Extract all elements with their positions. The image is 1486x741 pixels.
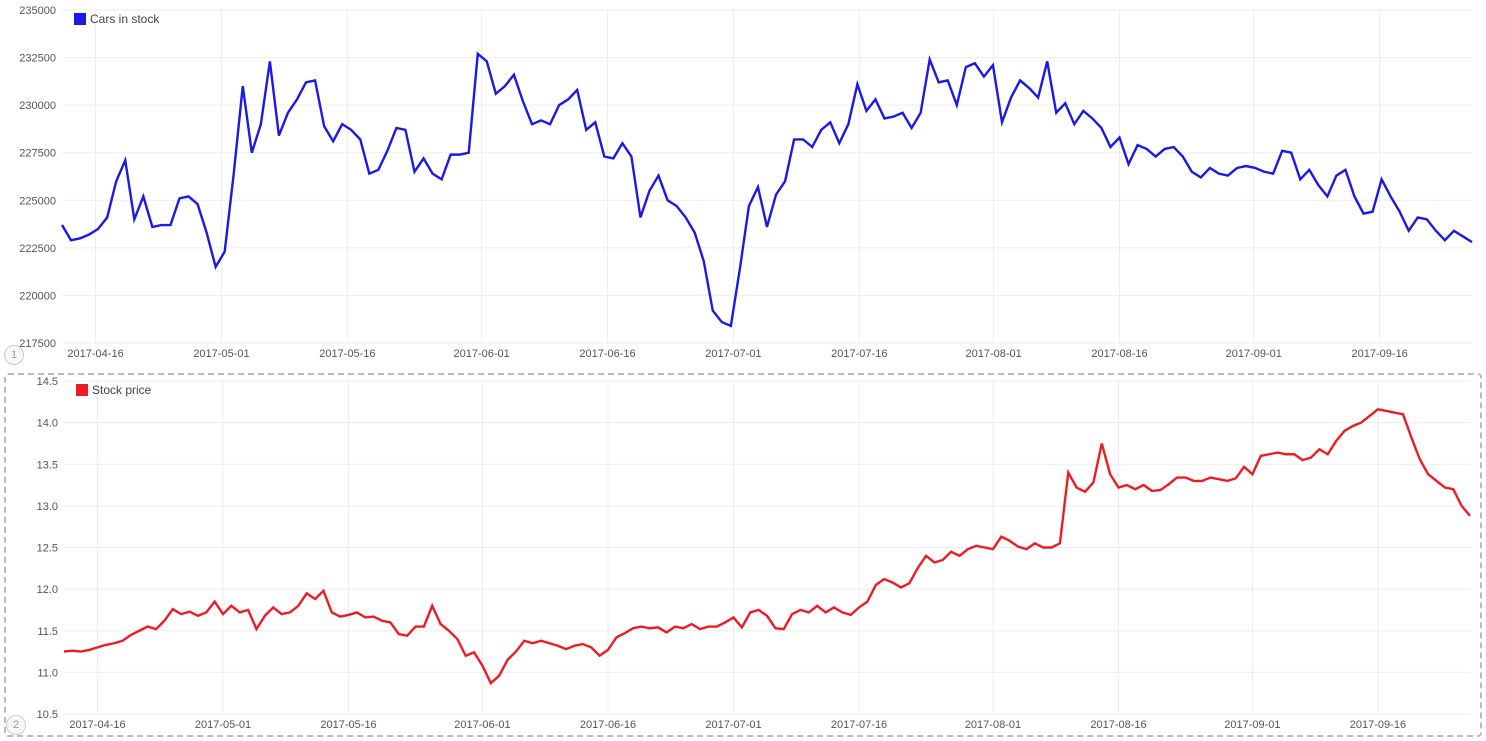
x-tick-label: 2017-07-16 — [831, 719, 887, 731]
y-tick-label: 12.0 — [37, 584, 58, 596]
y-tick-label: 11.5 — [37, 625, 58, 637]
y-tick-label: 12.5 — [37, 542, 58, 554]
x-tick-label: 2017-04-16 — [67, 348, 123, 360]
x-tick-label: 2017-09-16 — [1350, 719, 1406, 731]
chart-svg-2: 10.5 11.0 11.5 12.0 12.5 13.0 13.5 14.0 14.5 2017… — [6, 375, 1480, 736]
chart-panel-2[interactable]: 10.5 11.0 11.5 12.0 12.5 13.0 13.5 14.0 14.5 2017… — [4, 373, 1482, 738]
y-tick-label: 217500 — [19, 338, 56, 350]
legend-label-1: Cars in stock — [90, 12, 159, 26]
y-tick-label: 227500 — [19, 148, 56, 160]
x-tick-label: 2017-05-16 — [319, 348, 375, 360]
y-tick-label: 232500 — [19, 53, 56, 65]
legend-1[interactable]: Cars in stock — [74, 12, 159, 26]
chart-panel-1[interactable]: 217500 220000 222500 225000 227500 230000 2325… — [4, 4, 1482, 365]
x-tick-label: 2017-08-01 — [965, 348, 1021, 360]
x-tick-label: 2017-07-01 — [705, 348, 761, 360]
series-line-1 — [62, 54, 1472, 326]
x-tick-label: 2017-05-01 — [195, 719, 251, 731]
x-tick-label: 2017-06-01 — [454, 348, 510, 360]
x-tick-label: 2017-04-16 — [69, 719, 125, 731]
legend-swatch-1 — [74, 13, 86, 25]
x-tick-label: 2017-08-16 — [1091, 348, 1147, 360]
x-tick-label: 2017-06-01 — [454, 719, 510, 731]
y-tick-label: 235000 — [19, 5, 56, 17]
y-tick-label: 14.5 — [37, 376, 58, 388]
y-tick-label: 11.0 — [37, 667, 58, 679]
y-tick-label: 222500 — [19, 243, 56, 255]
y-tick-label: 225000 — [19, 195, 56, 207]
x-tick-label: 2017-08-01 — [965, 719, 1021, 731]
legend-2[interactable]: Stock price — [76, 383, 151, 397]
series-line-2 — [64, 409, 1470, 683]
y-tick-label: 220000 — [19, 290, 56, 302]
x-tick-label: 2017-06-16 — [580, 719, 636, 731]
x-tick-label: 2017-06-16 — [579, 348, 635, 360]
x-tick-label: 2017-05-16 — [320, 719, 376, 731]
y-tick-label: 14.0 — [37, 417, 58, 429]
legend-swatch-2 — [76, 384, 88, 396]
y-tick-label: 10.5 — [37, 709, 58, 721]
chart-svg-1: 217500 220000 222500 225000 227500 230000 2325… — [4, 4, 1482, 365]
x-tick-label: 2017-09-16 — [1352, 348, 1408, 360]
y-tick-label: 13.5 — [37, 459, 58, 471]
x-tick-label: 2017-07-01 — [705, 719, 761, 731]
y-tick-label: 13.0 — [37, 500, 58, 512]
x-tick-label: 2017-08-16 — [1090, 719, 1146, 731]
x-tick-label: 2017-09-01 — [1226, 348, 1282, 360]
panel-badge-2: 2 — [6, 715, 26, 735]
y-tick-label: 230000 — [19, 100, 56, 112]
x-tick-label: 2017-05-01 — [193, 348, 249, 360]
panel-badge-1: 1 — [4, 345, 24, 365]
legend-label-2: Stock price — [92, 383, 151, 397]
x-tick-label: 2017-09-01 — [1224, 719, 1280, 731]
x-tick-label: 2017-07-16 — [831, 348, 887, 360]
